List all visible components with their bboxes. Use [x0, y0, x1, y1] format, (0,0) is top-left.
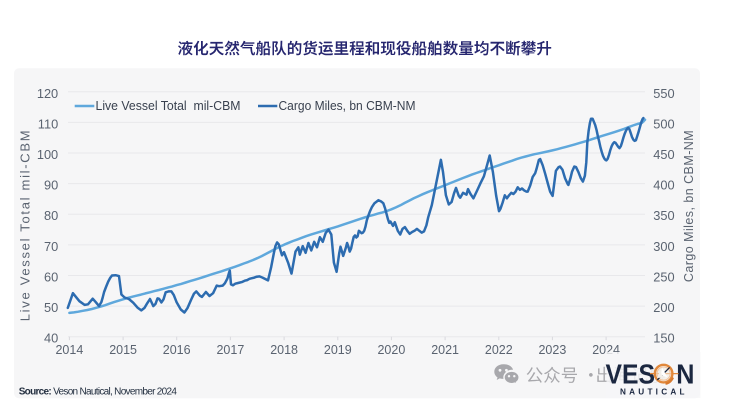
svg-text:Live Vessel Total mil-CBM: Live Vessel Total mil-CBM	[18, 129, 33, 322]
svg-text:80: 80	[44, 208, 58, 223]
svg-text:2023: 2023	[538, 343, 566, 357]
svg-text:550: 550	[653, 86, 674, 101]
svg-text:250: 250	[653, 270, 674, 285]
svg-text:150: 150	[653, 331, 674, 346]
svg-text:110: 110	[38, 116, 58, 131]
svg-text:400: 400	[653, 178, 674, 193]
svg-text:Live Vessel Total mil-CBM: Live Vessel Total mil-CBM	[96, 99, 241, 113]
svg-text:2014: 2014	[55, 343, 83, 357]
svg-text:2018: 2018	[270, 343, 298, 357]
svg-text:2022: 2022	[485, 343, 513, 357]
svg-text:Cargo Miles, bn CBM-NM: Cargo Miles, bn CBM-NM	[279, 99, 416, 113]
svg-text:300: 300	[653, 239, 674, 254]
svg-text:2019: 2019	[324, 343, 352, 357]
svg-text:100: 100	[37, 147, 58, 162]
svg-text:2016: 2016	[163, 343, 191, 357]
svg-text:VES: VES	[606, 359, 656, 390]
svg-text:2017: 2017	[216, 343, 244, 357]
svg-text:500: 500	[653, 116, 674, 131]
svg-text:60: 60	[44, 270, 58, 285]
svg-text:70: 70	[44, 239, 58, 254]
svg-text:40: 40	[44, 331, 58, 346]
svg-text:2020: 2020	[377, 343, 405, 357]
svg-text:NAUTICAL: NAUTICAL	[620, 388, 685, 397]
svg-text:450: 450	[653, 147, 674, 162]
svg-text:2015: 2015	[109, 343, 137, 357]
svg-text:Source: Veson Nautical, Novemb: Source: Veson Nautical, November 2024	[19, 386, 178, 397]
svg-text:N: N	[676, 359, 694, 390]
svg-text:Cargo Miles, bn CBM-NM: Cargo Miles, bn CBM-NM	[682, 130, 696, 282]
svg-text:2021: 2021	[431, 343, 459, 357]
svg-text:50: 50	[44, 300, 58, 315]
svg-text:350: 350	[653, 208, 674, 223]
svg-text:90: 90	[44, 178, 58, 193]
svg-text:200: 200	[653, 300, 674, 315]
svg-text:120: 120	[37, 86, 58, 101]
